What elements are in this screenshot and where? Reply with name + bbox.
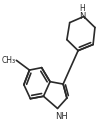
Text: H: H <box>79 4 85 13</box>
Text: CH₃: CH₃ <box>1 56 15 65</box>
Text: NH: NH <box>55 112 68 121</box>
Text: N: N <box>79 12 85 21</box>
